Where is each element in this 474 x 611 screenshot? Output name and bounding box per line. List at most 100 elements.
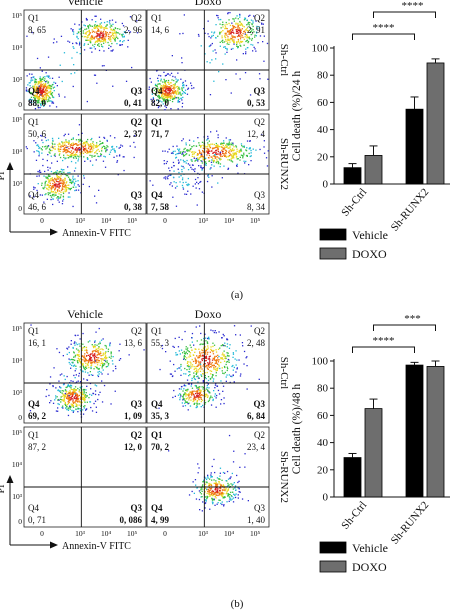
flow-event-dot — [161, 97, 163, 99]
flow-event-dot — [245, 29, 247, 31]
flow-event-dot — [37, 92, 39, 94]
flow-event-dot — [38, 82, 41, 84]
flow-event-dot — [217, 357, 219, 359]
flow-event-dot — [102, 349, 104, 351]
flow-event-dot — [98, 155, 100, 158]
flow-event-dot — [153, 101, 155, 103]
flow-event-dot — [187, 88, 189, 90]
flow-event-dot — [74, 377, 76, 379]
flow-event-dot — [223, 402, 225, 405]
flow-event-dot — [100, 355, 102, 357]
flow-event-dot — [36, 87, 38, 89]
flow-event-dot — [47, 86, 49, 88]
flow-event-dot — [211, 150, 213, 152]
flow-event-dot — [43, 201, 45, 203]
flow-event-dot — [45, 88, 47, 90]
flow-event-dot — [89, 148, 91, 150]
flow-event-dot — [246, 154, 248, 157]
flow-event-dot — [115, 21, 117, 23]
flow-event-dot — [223, 496, 225, 498]
flow-event-dot — [63, 144, 65, 147]
flow-event-dot — [100, 40, 102, 42]
quadrant-q1-label: Q1 — [151, 117, 163, 127]
flow-event-dot — [209, 145, 211, 147]
flow-event-dot — [165, 162, 167, 165]
flow-event-dot — [44, 98, 46, 100]
flow-event-dot — [219, 499, 221, 501]
flow-event-dot — [67, 40, 69, 42]
flow-event-dot — [55, 183, 57, 185]
flow-event-dot — [233, 43, 235, 45]
flow-event-dot — [181, 184, 184, 187]
flow-event-dot — [67, 154, 70, 157]
flow-event-dot — [162, 91, 164, 93]
flow-event-dot — [63, 181, 65, 183]
flow-event-dot — [227, 360, 229, 363]
flow-event-dot — [86, 31, 88, 33]
flow-event-dot — [159, 89, 161, 91]
flow-event-dot — [99, 35, 101, 37]
flow-event-dot — [52, 385, 54, 388]
flow-event-dot — [192, 185, 194, 187]
flow-event-dot — [221, 493, 223, 495]
flow-event-dot — [45, 95, 47, 98]
flow-event-dot — [200, 394, 202, 397]
flow-event-dot — [167, 79, 170, 82]
flow-event-dot — [199, 351, 201, 353]
flow-event-dot — [40, 134, 42, 137]
flow-event-dot — [52, 385, 54, 387]
flow-event-dot — [246, 356, 248, 358]
flow-event-dot — [182, 96, 184, 99]
flow-event-dot — [106, 140, 108, 142]
flow-event-dot — [177, 346, 180, 348]
flow-event-dot — [226, 49, 228, 51]
flow-event-dot — [96, 364, 99, 366]
flow-event-dot — [203, 145, 205, 147]
flow-event-dot — [218, 481, 220, 483]
flow-event-dot — [104, 40, 106, 42]
flow-event-dot — [228, 347, 231, 349]
flow-event-dot — [72, 85, 74, 88]
flow-event-dot — [230, 149, 233, 151]
flow-event-dot — [152, 96, 154, 99]
flow-event-dot — [60, 168, 63, 170]
flow-event-dot — [93, 38, 95, 40]
flow-event-dot — [211, 498, 214, 501]
flow-event-dot — [83, 43, 86, 45]
flow-event-dot — [177, 96, 179, 99]
flow-event-dot — [196, 159, 198, 161]
flow-event-dot — [166, 91, 168, 93]
flow-event-dot — [238, 488, 240, 490]
flow-event-dot — [191, 153, 194, 155]
flow-event-dot — [219, 154, 221, 156]
flow-event-dot — [110, 353, 112, 355]
flow-event-dot — [173, 98, 176, 100]
flow-event-dot — [31, 31, 33, 34]
flow-event-dot — [83, 390, 85, 392]
flow-event-dot — [33, 76, 35, 78]
flow-event-dot — [53, 90, 55, 92]
significance-bracket-vehicle — [352, 33, 415, 40]
flow-event-dot — [56, 41, 58, 43]
flow-event-dot — [103, 33, 105, 35]
flow-event-dot — [215, 370, 217, 372]
flow-event-dot — [222, 41, 224, 44]
flow-event-dot — [63, 396, 65, 398]
flow-event-dot — [204, 32, 206, 34]
flow-event-dot — [38, 82, 40, 85]
flow-event-dot — [218, 145, 221, 148]
flow-event-dot — [40, 171, 42, 173]
flow-event-dot — [198, 387, 200, 390]
flow-event-dot — [219, 158, 221, 160]
flow-event-dot — [52, 203, 54, 206]
flow-event-dot — [183, 167, 185, 169]
flow-event-dot — [231, 365, 233, 368]
annexin-axis-arrowhead — [50, 541, 58, 549]
flow-event-dot — [99, 352, 101, 354]
flow-event-dot — [68, 391, 70, 393]
flow-event-dot — [80, 153, 82, 155]
flow-event-dot — [201, 375, 203, 377]
flow-event-dot — [51, 145, 53, 147]
flow-event-dot — [95, 21, 97, 23]
flow-event-dot — [230, 495, 233, 497]
